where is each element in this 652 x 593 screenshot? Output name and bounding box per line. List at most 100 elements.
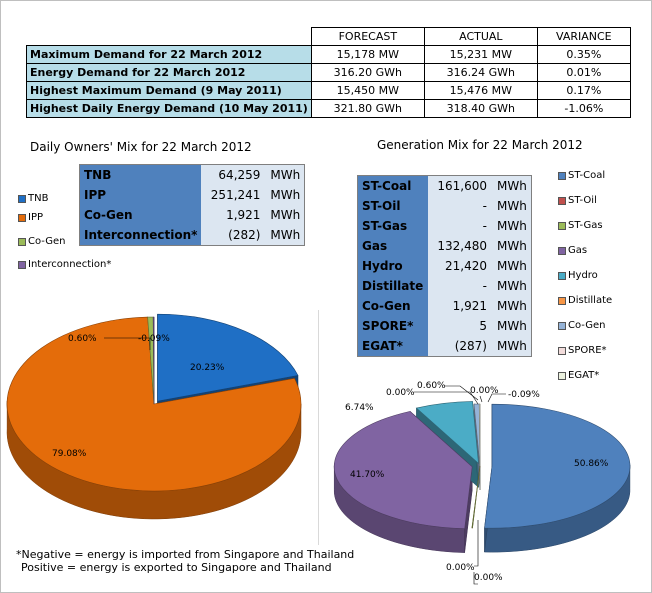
mix-unit: MWh — [264, 164, 305, 185]
pie-data-label: 6.74% — [345, 403, 374, 413]
leader-line — [414, 391, 479, 405]
footnote-line-2: Positive = energy is exported to Singapo… — [21, 561, 332, 574]
leader-line — [104, 337, 151, 350]
mix-value: 21,420 — [428, 256, 491, 276]
pie-group — [6, 313, 302, 520]
legend-label: Co-Gen — [568, 320, 606, 331]
footnote: *Negative = energy is imported from Sing… — [16, 548, 354, 574]
generation-mix-title: Generation Mix for 22 March 2012 — [377, 138, 583, 152]
list-item: IPP 251,241 MWh — [79, 185, 305, 205]
legend-swatch — [558, 321, 566, 330]
mix-unit: MWh — [264, 225, 305, 246]
legend-item: ST-Oil — [558, 195, 597, 206]
legend-label: IPP — [28, 212, 44, 223]
pie-data-label: 0.00% — [386, 388, 415, 398]
mix-unit: MWh — [491, 196, 532, 216]
mix-name: Distillate — [357, 276, 428, 296]
mix-name: Co-Gen — [357, 296, 428, 316]
list-item: Gas 132,480 MWh — [357, 236, 532, 256]
legend-label: TNB — [28, 193, 49, 204]
mix-unit: MWh — [264, 185, 305, 205]
mix-value: 64,259 — [201, 164, 265, 185]
mix-name: Co-Gen — [79, 205, 202, 225]
mix-unit: MWh — [264, 205, 305, 225]
legend-swatch — [558, 296, 566, 305]
mix-value: 1,921 — [428, 296, 491, 316]
legend-swatch — [558, 271, 566, 280]
list-item: Co-Gen 1,921 MWh — [79, 205, 305, 225]
legend-label: SPORE* — [568, 345, 607, 356]
row-label: Highest Maximum Demand (9 May 2011) — [26, 81, 312, 100]
list-item: Interconnection* (282) MWh — [79, 225, 305, 246]
leader-line — [479, 395, 483, 403]
mix-unit: MWh — [491, 256, 532, 276]
legend-swatch — [18, 260, 26, 269]
leader-line — [487, 393, 506, 403]
owners-mix-table: TNB 64,259 MWh IPP 251,241 MWh Co-Gen 1,921 MW… — [79, 164, 306, 246]
pie-slice-Hydro — [415, 401, 479, 465]
mix-value: 161,600 — [428, 175, 491, 196]
legend-label: Hydro — [568, 270, 598, 281]
legend-item: Gas — [558, 245, 587, 256]
pie-data-label: 0.00% — [470, 386, 499, 396]
legend-swatch — [558, 221, 566, 230]
legend-item: Distillate — [558, 295, 612, 306]
legend-item: SPORE* — [558, 345, 607, 356]
legend-swatch — [558, 196, 566, 205]
actual-cell: 318.40 GWh — [423, 99, 538, 118]
legend-swatch — [558, 246, 566, 255]
mix-unit: MWh — [491, 216, 532, 236]
legend-swatch — [558, 346, 566, 355]
mix-name: ST-Coal — [357, 175, 428, 196]
mix-unit: MWh — [491, 236, 532, 256]
mix-name: EGAT* — [357, 336, 428, 357]
mix-name: ST-Oil — [357, 196, 428, 216]
forecast-cell: 15,450 MW — [310, 81, 425, 100]
section-divider — [318, 310, 319, 545]
legend-swatch — [558, 171, 566, 180]
legend-label: Gas — [568, 245, 588, 256]
legend-item: ST-Coal — [558, 170, 605, 181]
generation-mix-table: ST-Coal 161,600 MWh ST-Oil - MWh ST-Gas - MWh … — [357, 175, 532, 357]
legend-label: ST-Oil — [568, 195, 597, 206]
pie-data-label: 0.00% — [474, 573, 503, 583]
mix-unit: MWh — [491, 175, 532, 196]
pie-data-label: -0.09% — [508, 390, 540, 400]
variance-cell: 0.35% — [536, 45, 631, 64]
pie-slice-TNB — [157, 313, 299, 402]
mix-unit: MWh — [491, 296, 532, 316]
pie-slice-Interconnection* — [152, 316, 155, 405]
pie-data-label: 41.70% — [350, 470, 385, 480]
pie-group — [333, 401, 631, 553]
list-item: ST-Oil - MWh — [357, 196, 532, 216]
mix-value: 1,921 — [201, 205, 265, 225]
pie-data-label: -0.09% — [138, 334, 170, 344]
pie-slice-ST-Gas — [471, 465, 481, 529]
list-item: ST-Coal 161,600 MWh — [357, 175, 532, 196]
legend-label: Distillate — [568, 295, 613, 306]
leader-line — [473, 572, 478, 585]
mix-value: (287) — [428, 336, 491, 357]
legend-swatch — [558, 371, 566, 380]
legend-item: ST-Gas — [558, 220, 603, 231]
mix-name: Hydro — [357, 256, 428, 276]
mix-value: - — [428, 196, 491, 216]
mix-value: 5 — [428, 316, 491, 336]
list-item: ST-Gas - MWh — [357, 216, 532, 236]
list-item: EGAT* (287) MWh — [357, 336, 532, 357]
mix-unit: MWh — [491, 316, 532, 336]
pie-data-label: 0.00% — [446, 563, 475, 573]
legend-label: Co-Gen — [28, 236, 66, 247]
legend-item: TNB — [18, 193, 48, 204]
mix-value: 251,241 — [201, 185, 265, 205]
pie-slice-EGAT* — [478, 403, 481, 467]
mix-name: Interconnection* — [79, 225, 202, 246]
pie-data-label: 20.23% — [190, 363, 225, 373]
mix-unit: MWh — [491, 336, 532, 357]
pie-data-label: 0.60% — [417, 381, 446, 391]
mix-name: TNB — [79, 164, 202, 185]
mix-unit: MWh — [491, 276, 532, 296]
pie-data-label: 79.08% — [52, 449, 87, 459]
mix-value: - — [428, 276, 491, 296]
